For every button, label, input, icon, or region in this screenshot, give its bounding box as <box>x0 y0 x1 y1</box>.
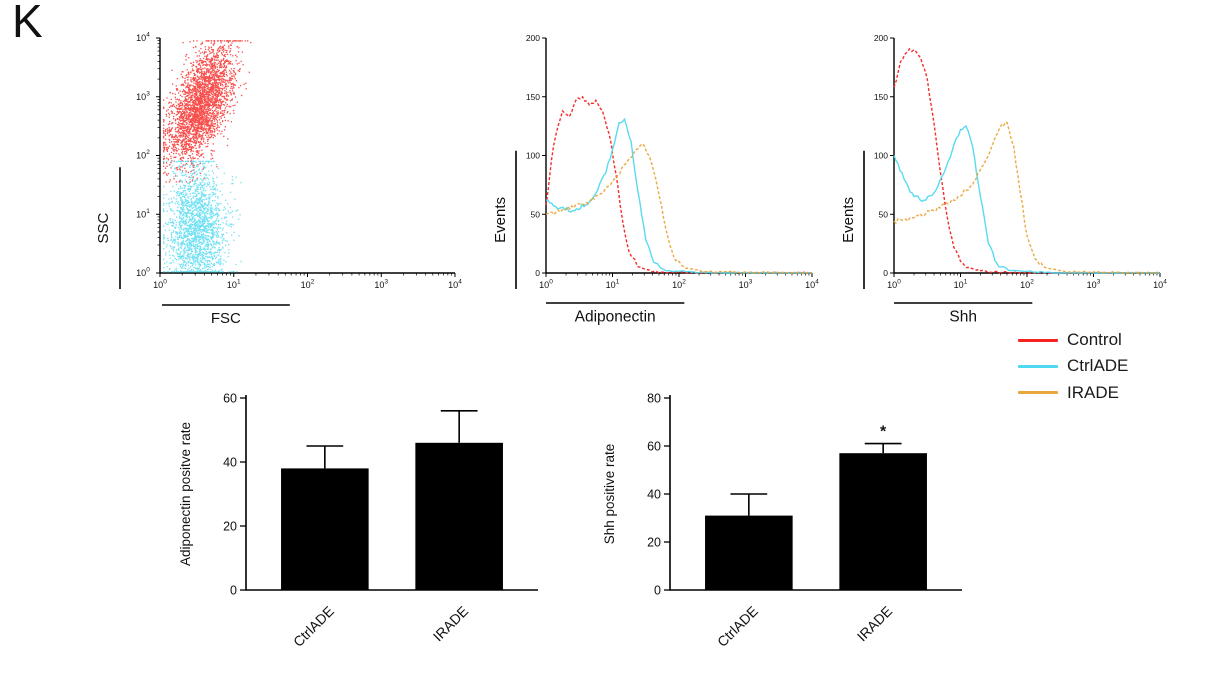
y-tick-label: 80 <box>647 392 661 406</box>
tick-label: 104 <box>448 279 462 291</box>
tick-label: 103 <box>739 279 753 291</box>
bar-irade <box>839 453 927 590</box>
y-axis-label: Events <box>492 197 509 243</box>
y-tick-label: 150 <box>874 92 888 102</box>
adiponectin-positive-rate-bar-chart: 0 20 40 60 CtrlADE IRADE Adiponectin positve r… <box>178 392 538 650</box>
tick-label: 102 <box>1020 279 1034 291</box>
low-ssc-population-points <box>162 160 242 273</box>
y-tick-label: 0 <box>535 268 540 278</box>
y-tick-label: 50 <box>531 209 541 219</box>
x-axis-label: FSC <box>211 310 241 327</box>
y-tick-label: 100 <box>874 151 888 161</box>
tick-label: 100 <box>887 279 901 291</box>
shh-positive-rate-bar-chart: 0 20 40 60 80 CtrlADE * IRADE Shh positive rate <box>602 392 962 650</box>
irade-curve <box>893 121 1161 274</box>
tick-label: 100 <box>153 279 167 291</box>
y-tick-label: 60 <box>647 440 661 454</box>
tick-label: 102 <box>136 149 150 161</box>
y-tick-label: 60 <box>223 392 237 406</box>
tick-label: 102 <box>301 279 315 291</box>
tick-label: 101 <box>227 279 241 291</box>
x-category-label: CtrlADE <box>290 603 337 650</box>
tick-label: 101 <box>954 279 968 291</box>
y-tick-label: 0 <box>883 268 888 278</box>
panel-label: K <box>12 0 43 47</box>
y-tick-label: 40 <box>223 456 237 470</box>
adiponectin-histogram: 0 50 100 150 200 100 101 102 103 104 Events Adipone… <box>492 33 819 326</box>
x-axis-label: Shh <box>949 309 977 326</box>
legend-label: Control <box>1067 330 1122 349</box>
tick-label: 104 <box>1153 279 1167 291</box>
ctrlade-curve <box>545 117 813 274</box>
y-axis-label: Adiponectin positve rate <box>178 422 193 566</box>
y-axis-label: Events <box>840 197 857 243</box>
y-tick-label: 0 <box>654 584 661 598</box>
significance-marker: * <box>880 424 887 441</box>
tick-label: 100 <box>539 279 553 291</box>
y-tick-label: 150 <box>526 92 540 102</box>
legend-item-irade: IRADE <box>1018 383 1128 403</box>
x-axis-label: Adiponectin <box>575 309 656 326</box>
y-tick-label: 0 <box>230 584 237 598</box>
y-tick-label: 100 <box>526 151 540 161</box>
tick-label: 104 <box>805 279 819 291</box>
bar-ctrlade <box>705 515 793 590</box>
control-color-line <box>1018 338 1058 342</box>
x-category-label: CtrlADE <box>714 603 761 650</box>
legend-label: CtrlADE <box>1067 356 1129 376</box>
high-ssc-population-points <box>162 40 252 183</box>
flow-legend: Control CtrlADE IRADE <box>1018 330 1128 409</box>
y-tick-label: 20 <box>223 520 237 534</box>
y-tick-label: 20 <box>647 536 661 550</box>
y-axis-label: SSC <box>95 213 112 244</box>
y-tick-label: 200 <box>526 33 540 43</box>
y-tick-label: 50 <box>879 209 889 219</box>
axes <box>545 38 812 274</box>
tick-label: 103 <box>1087 279 1101 291</box>
ctrlade-curve <box>893 125 1160 274</box>
tick-label: 102 <box>672 279 686 291</box>
bar-irade <box>415 442 503 590</box>
bar-ctrlade <box>281 468 369 590</box>
axes <box>893 38 1160 274</box>
y-tick-label: 200 <box>874 33 888 43</box>
irade-curve <box>545 142 812 274</box>
tick-label: 103 <box>136 90 150 102</box>
tick-label: 104 <box>136 32 150 44</box>
x-category-label: IRADE <box>854 603 896 645</box>
legend-label: IRADE <box>1067 382 1119 402</box>
y-tick-label: 40 <box>647 488 661 502</box>
legend-item-control: Control <box>1018 330 1128 350</box>
tick-label: 103 <box>374 279 388 291</box>
control-curve <box>893 47 1161 274</box>
tick-label: 100 <box>136 267 150 279</box>
y-axis-label: Shh positive rate <box>602 444 617 545</box>
tick-label: 101 <box>606 279 620 291</box>
control-curve <box>545 95 812 274</box>
legend-item-ctrlade: CtrlADE <box>1018 356 1128 376</box>
shh-histogram: 0 50 100 150 200 100 101 102 103 104 Events Shh <box>840 33 1167 326</box>
x-category-label: IRADE <box>430 603 472 645</box>
tick-label: 101 <box>136 208 150 220</box>
irade-color-line <box>1018 391 1058 395</box>
ctrlade-color-line <box>1018 365 1058 369</box>
